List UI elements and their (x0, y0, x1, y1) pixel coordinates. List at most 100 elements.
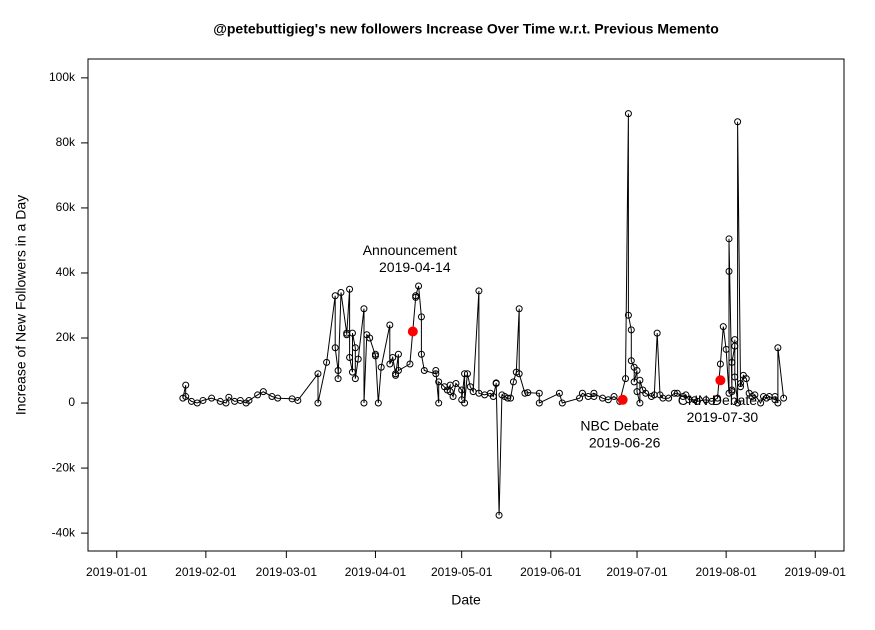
data-point (432, 370, 440, 378)
data-point (417, 313, 425, 321)
event-point (617, 394, 628, 405)
data-point (337, 288, 345, 296)
data-point (193, 399, 201, 407)
data-point (737, 383, 745, 391)
data-point (590, 389, 598, 397)
data-point (371, 350, 379, 358)
data-point (374, 399, 382, 407)
event-point (715, 375, 726, 386)
data-point (780, 394, 788, 402)
data-point (757, 399, 765, 407)
data-point (728, 358, 736, 366)
data-point (323, 358, 331, 366)
data-point (386, 360, 394, 368)
data-point (725, 235, 733, 243)
data-point (558, 399, 566, 407)
data-point (334, 367, 342, 375)
data-point (489, 393, 497, 401)
data-point (449, 393, 457, 401)
data-point (708, 397, 716, 405)
data-point (346, 285, 354, 293)
event-date: 2019-07-30 (687, 409, 759, 425)
event-date: 2019-04-14 (379, 259, 451, 275)
data-point (406, 360, 414, 368)
data-point (452, 380, 460, 388)
y-tick-label: 40k (56, 265, 76, 279)
data-point (254, 391, 262, 399)
x-tick-label: 2019-09-01 (785, 565, 847, 579)
event-point (407, 326, 418, 337)
data-point (751, 391, 759, 399)
data-point (507, 394, 515, 402)
data-point (236, 396, 244, 404)
x-tick-label: 2019-02-01 (175, 565, 237, 579)
x-tick-label: 2019-01-01 (86, 565, 148, 579)
data-point (377, 363, 385, 371)
y-tick-label: -20k (52, 460, 76, 474)
data-point (245, 396, 253, 404)
data-point (354, 355, 362, 363)
data-point (722, 345, 730, 353)
data-point (225, 393, 233, 401)
data-point (314, 370, 322, 378)
data-point (737, 380, 745, 388)
data-point (412, 292, 420, 300)
data-point (475, 287, 483, 295)
data-line (182, 113, 785, 516)
data-point (774, 344, 782, 352)
data-point (495, 511, 503, 519)
data-point (535, 399, 543, 407)
data-point (734, 399, 742, 407)
data-point (386, 321, 394, 329)
data-point (463, 370, 471, 378)
data-point (415, 282, 423, 290)
data-point (461, 370, 469, 378)
data-point (509, 378, 517, 386)
data-point (714, 394, 722, 402)
data-point (731, 342, 739, 350)
data-point (555, 389, 563, 397)
data-point (622, 375, 630, 383)
x-tick-label: 2019-04-01 (345, 565, 407, 579)
x-tick-label: 2019-08-01 (695, 565, 757, 579)
data-point (492, 379, 500, 387)
data-point (610, 393, 618, 401)
data-point (578, 389, 586, 397)
data-point (274, 394, 282, 402)
data-point (673, 389, 681, 397)
data-point (348, 329, 356, 337)
data-point (728, 388, 736, 396)
data-point (642, 389, 650, 397)
data-point (742, 375, 750, 383)
data-point (670, 389, 678, 397)
data-point (458, 386, 466, 394)
data-point (360, 305, 368, 313)
data-point (314, 399, 322, 407)
data-point (653, 329, 661, 337)
data-point (420, 367, 428, 375)
data-point (331, 292, 339, 300)
data-point (636, 399, 644, 407)
event-label: NBC Debate (580, 417, 659, 433)
data-point (624, 110, 632, 118)
data-point (665, 394, 673, 402)
data-point (515, 370, 523, 378)
data-point (435, 399, 443, 407)
data-point (693, 397, 701, 405)
y-tick-label: 100k (49, 70, 76, 84)
y-tick-label: 20k (56, 330, 76, 344)
data-point (624, 311, 632, 319)
data-point (417, 350, 425, 358)
data-point (734, 118, 742, 126)
data-point (774, 399, 782, 407)
plot-frame (87, 58, 845, 552)
data-point (771, 393, 779, 401)
event-date: 2019-06-26 (589, 434, 661, 450)
data-point (461, 399, 469, 407)
data-point (435, 378, 443, 386)
data-point (432, 367, 440, 375)
data-point (360, 399, 368, 407)
y-tick-label: 80k (56, 135, 76, 149)
data-point (348, 368, 356, 376)
